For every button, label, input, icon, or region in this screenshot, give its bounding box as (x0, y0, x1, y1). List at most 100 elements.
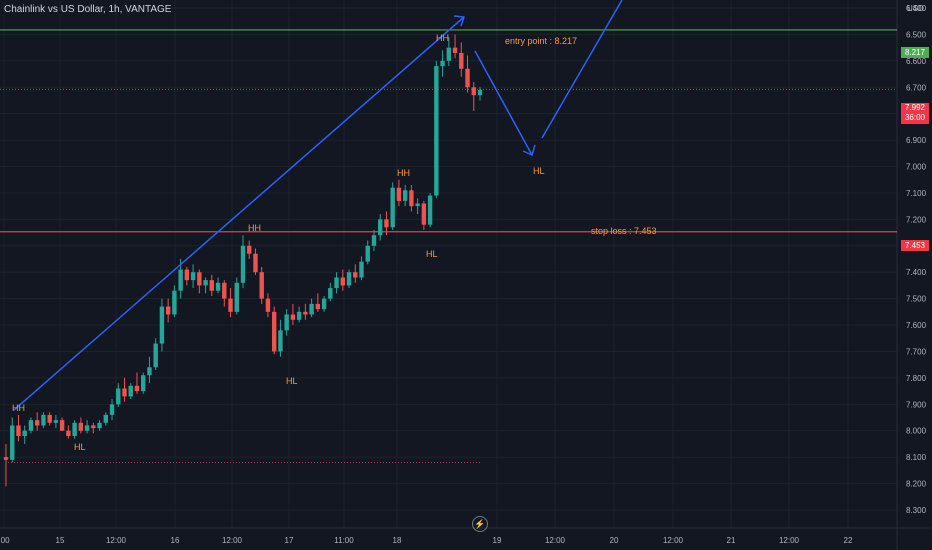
price-tick-label: 6.600 (906, 57, 927, 66)
time-tick-label: 12:00 (545, 536, 566, 545)
candle-body (440, 60, 445, 67)
candle-body (184, 269, 190, 281)
candle-body (34, 420, 40, 426)
time-tick-label: 16 (171, 536, 180, 545)
candle-body (10, 425, 15, 460)
candle-body (16, 425, 21, 437)
candle-body (53, 420, 59, 423)
time-tick-label: 12:00 (222, 536, 243, 545)
candle-body (141, 375, 146, 392)
candle-body (265, 298, 271, 312)
candle-body (78, 422, 84, 431)
candle-body (421, 203, 427, 225)
candle-body (315, 303, 321, 310)
candle-body (402, 190, 408, 201)
current-price-value: 7.992 (904, 103, 926, 112)
drop-arrow-line (474, 50, 533, 156)
price-tick-label: 7.800 (906, 374, 927, 383)
trend-arrow-head (453, 15, 466, 27)
time-tick-label: 12:00 (779, 536, 800, 545)
price-tick-label: 8.300 (906, 506, 927, 515)
time-tick-label: 18 (393, 536, 402, 545)
price-tick-label: 6.900 (906, 136, 927, 145)
candle-body (240, 245, 246, 283)
candle-body (371, 235, 377, 246)
candle-body (359, 261, 364, 278)
candle-body (452, 47, 458, 53)
candle-body (477, 89, 483, 96)
candle-body (128, 385, 133, 397)
hh-label-1: HH (12, 403, 25, 413)
symbol-title[interactable]: Chainlink vs US Dollar, 1h, VANTAGE (4, 4, 172, 15)
price-tick-label: 6.700 (906, 83, 927, 92)
price-tick-label: 8.100 (906, 453, 927, 462)
price-tick-label: 7.400 (906, 268, 927, 277)
candle-body (434, 66, 439, 196)
candle-body (172, 290, 177, 315)
price-tick-label: 7.100 (906, 189, 927, 198)
candle-body (471, 87, 476, 96)
bar-countdown: 36:00 (904, 113, 926, 122)
hl-label-1: HL (74, 442, 86, 452)
time-tick-label: 12:00 (106, 536, 127, 545)
candle-body (91, 425, 96, 429)
price-tick-label: 8.200 (906, 480, 927, 489)
candle-body (415, 203, 420, 207)
lightning-circle-icon[interactable]: ⚡ (472, 516, 488, 532)
hh-label-4: HH (436, 33, 449, 43)
hh-label-2: HH (248, 223, 261, 233)
time-tick-label: :00 (0, 536, 10, 545)
time-tick-label: 17 (285, 536, 294, 545)
candle-body (296, 311, 302, 320)
candle-body (309, 303, 314, 315)
price-tick-label: 7.700 (906, 347, 927, 356)
candle-body (134, 385, 140, 392)
price-tick-label: 7.000 (906, 163, 927, 172)
candle-body (284, 314, 289, 331)
candle-body (390, 187, 395, 228)
candle-body (47, 414, 52, 423)
candle-body (215, 282, 221, 291)
candle-body (147, 367, 152, 376)
candle-body (84, 425, 90, 431)
candle-body (190, 272, 196, 281)
candle-body (159, 306, 165, 344)
candle-body (365, 245, 370, 262)
candle-body (465, 68, 470, 88)
drop-arrow-head (522, 144, 536, 157)
time-tick-label: 15 (56, 536, 65, 545)
time-tick-label: 22 (844, 536, 853, 545)
candle-body (22, 430, 27, 437)
candle-body (72, 422, 77, 437)
price-tick-label: 7.200 (906, 215, 927, 224)
candle-body (321, 298, 327, 310)
candle-body (334, 277, 339, 289)
candle-body (178, 269, 183, 291)
candle-body (109, 404, 115, 415)
candle-body (41, 414, 46, 426)
candle-body (66, 430, 71, 437)
candle-body (384, 219, 389, 228)
candle-body (253, 253, 258, 273)
price-tick-label: 8.000 (906, 427, 927, 436)
candle-body (303, 311, 308, 315)
candle-body (278, 330, 283, 352)
candle-body (197, 272, 202, 286)
time-tick-label: 11:00 (334, 536, 354, 545)
stop-price-tag: 7.453 (901, 240, 929, 251)
price-tick-label: 7.900 (906, 400, 927, 409)
candle-body (271, 311, 277, 352)
candle-body (446, 47, 452, 61)
candle-body (209, 280, 215, 291)
candle-body (122, 388, 127, 397)
candle-body (116, 388, 121, 405)
entry-point-label: entry point : 8.217 (505, 36, 578, 46)
hl-label-2: HL (286, 376, 298, 386)
candle-body (203, 280, 208, 286)
rise-arrow-line (541, 0, 623, 139)
entry-price-tag: 8.217 (901, 47, 929, 58)
price-tick-label: 7.600 (906, 321, 927, 330)
time-tick-label: 19 (493, 536, 502, 545)
